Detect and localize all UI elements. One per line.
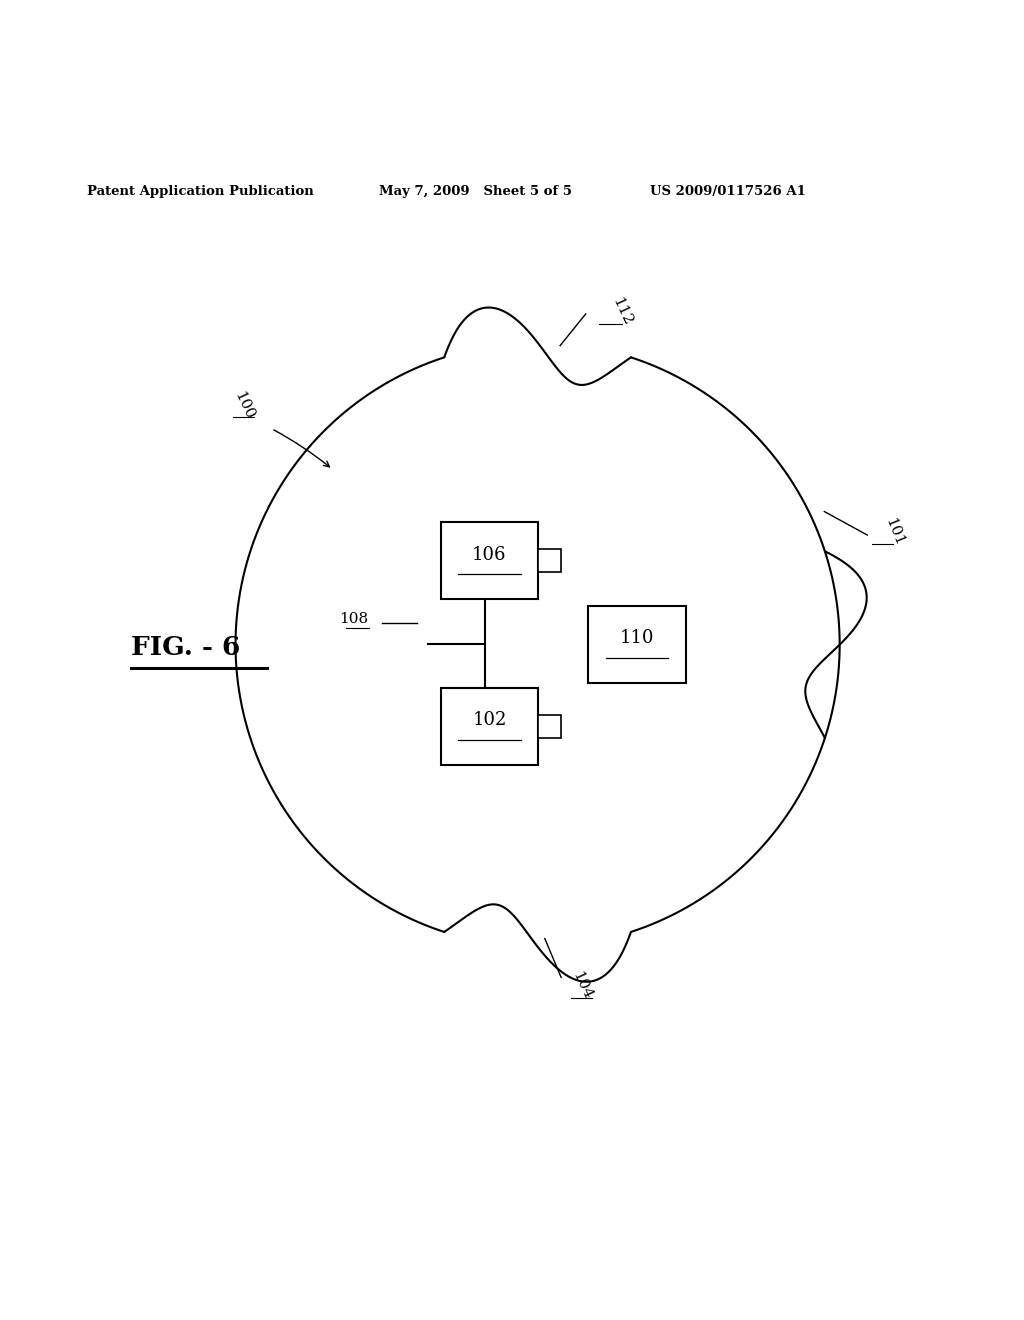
Text: 100: 100 bbox=[231, 389, 256, 422]
Text: 112: 112 bbox=[609, 296, 634, 329]
Text: 102: 102 bbox=[472, 711, 507, 730]
Bar bbox=[588, 606, 686, 682]
Text: May 7, 2009   Sheet 5 of 5: May 7, 2009 Sheet 5 of 5 bbox=[379, 185, 571, 198]
Text: Patent Application Publication: Patent Application Publication bbox=[87, 185, 313, 198]
Bar bbox=[440, 688, 539, 766]
Text: 108: 108 bbox=[340, 612, 369, 626]
Text: 101: 101 bbox=[883, 516, 906, 548]
Text: 104: 104 bbox=[569, 969, 594, 1002]
Bar bbox=[539, 549, 561, 572]
Bar bbox=[440, 523, 539, 599]
Text: 106: 106 bbox=[472, 545, 507, 564]
Text: 110: 110 bbox=[620, 630, 654, 648]
Text: FIG. - 6: FIG. - 6 bbox=[131, 635, 241, 660]
Text: US 2009/0117526 A1: US 2009/0117526 A1 bbox=[650, 185, 806, 198]
Bar bbox=[539, 715, 561, 738]
